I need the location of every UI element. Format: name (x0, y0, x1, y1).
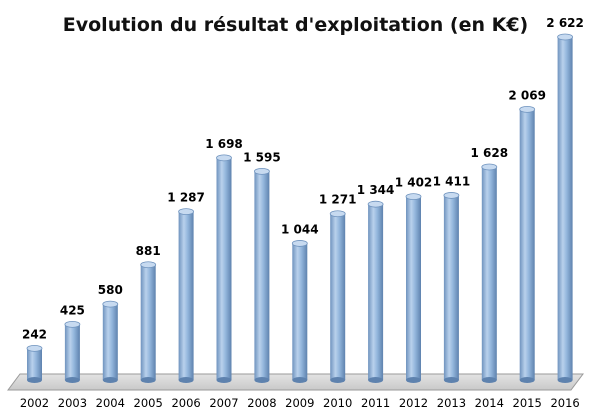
bar-2007 (216, 154, 232, 383)
bar-2010 (329, 210, 346, 383)
data-label: 580 (98, 283, 123, 297)
bar-base (368, 377, 384, 383)
data-label: 1 344 (357, 183, 395, 197)
bar-top (329, 210, 346, 218)
data-label: 425 (60, 303, 85, 317)
data-label: 1 271 (319, 193, 357, 207)
bar-2003 (64, 321, 81, 383)
bar-top (26, 344, 43, 352)
x-tick-label: 2006 (171, 396, 200, 410)
bar-body (102, 304, 118, 380)
bar-base (481, 377, 497, 383)
bar-body (27, 348, 42, 380)
bar-top (443, 192, 460, 199)
data-label: 1 287 (167, 191, 205, 205)
x-tick-label: 2012 (399, 396, 428, 410)
bar-base (443, 377, 459, 383)
bar-body (330, 213, 346, 380)
x-tick-label: 2010 (323, 396, 352, 410)
bar-top (102, 300, 119, 308)
bar-2004 (102, 300, 119, 383)
bar-top (519, 105, 536, 113)
bar-base (102, 377, 118, 383)
bar-top (140, 261, 157, 269)
bar-base (406, 377, 421, 383)
bar-top (291, 240, 308, 247)
data-label: 1 698 (205, 137, 243, 151)
x-tick-label: 2015 (513, 396, 542, 410)
bar-base (27, 377, 42, 383)
bar-top (216, 154, 232, 162)
bar-top (481, 163, 498, 171)
bar-base (557, 377, 573, 383)
bar-2016 (557, 33, 573, 383)
x-tick-label: 2003 (58, 396, 87, 410)
bar-body (140, 264, 156, 380)
bar-base (64, 377, 80, 383)
bar-2009 (291, 240, 308, 383)
bar-body (64, 324, 80, 380)
bar-top (253, 167, 270, 175)
bar-2015 (519, 105, 536, 383)
bar-body (254, 171, 270, 380)
data-label: 1 628 (471, 146, 509, 160)
x-tick-label: 2005 (134, 396, 163, 410)
bar-body (178, 211, 194, 380)
bar-body (519, 109, 535, 380)
x-tick-label: 2004 (96, 396, 125, 410)
bar-2014 (481, 163, 498, 383)
bar-body (481, 167, 497, 380)
data-label: 1 402 (395, 176, 433, 190)
bar-base (178, 377, 194, 383)
bar-2006 (178, 208, 195, 383)
bar-2008 (253, 167, 270, 383)
bar-body (368, 204, 384, 380)
x-tick-label: 2002 (20, 396, 49, 410)
bar-top (64, 321, 81, 328)
data-label: 242 (22, 327, 47, 341)
data-label: 881 (136, 244, 161, 258)
bar-2005 (140, 261, 157, 383)
data-label: 1 595 (243, 150, 281, 164)
x-tick-label: 2007 (209, 396, 238, 410)
bar-top (405, 193, 422, 200)
bar-base (216, 377, 232, 383)
bar-2002 (26, 344, 43, 383)
x-tick-label: 2014 (475, 396, 504, 410)
bar-body (406, 196, 421, 380)
bar-body (557, 37, 573, 380)
data-label: 2 069 (508, 88, 546, 102)
bar-2011 (367, 200, 384, 383)
bar-top (178, 208, 195, 216)
x-tick-label: 2009 (285, 396, 314, 410)
data-label: 2 622 (546, 16, 584, 30)
bar-top (557, 33, 573, 41)
data-label: 1 044 (281, 222, 319, 236)
bar-base (292, 377, 308, 383)
bar-top (367, 200, 384, 208)
bar-body (292, 243, 308, 380)
x-tick-label: 2011 (361, 396, 390, 410)
bar-base (140, 377, 156, 383)
x-tick-label: 2008 (247, 396, 276, 410)
x-tick-label: 2016 (550, 396, 579, 410)
bar-body (443, 195, 459, 380)
bar-base (330, 377, 346, 383)
bar-body (216, 157, 232, 380)
bar-2013 (443, 192, 460, 383)
chart-title: Evolution du résultat d'exploitation (en… (62, 14, 529, 36)
bar-base (254, 377, 270, 383)
bar-base (519, 377, 535, 383)
x-tick-label: 2013 (437, 396, 466, 410)
data-label: 1 411 (433, 174, 471, 188)
bar-2012 (405, 193, 422, 383)
